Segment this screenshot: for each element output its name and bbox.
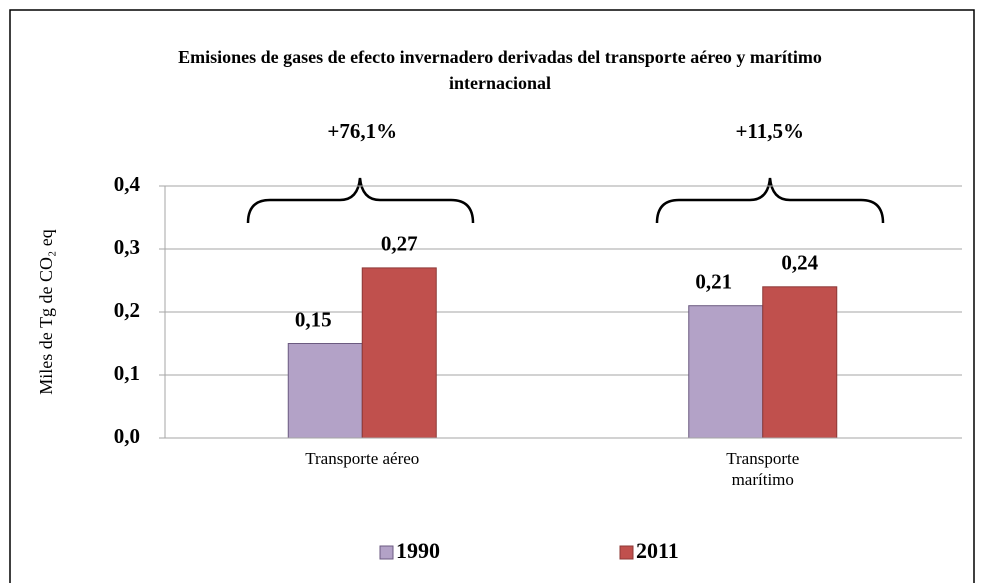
legend-label: 2011 [636, 538, 679, 563]
bracket [246, 177, 475, 224]
y-tick-label: 0,0 [114, 424, 140, 448]
x-tick-label: Transporte marítimo [726, 449, 800, 489]
value-label: 0,15 [295, 307, 332, 331]
value-label: 0,27 [381, 232, 418, 256]
annotation: +76,1% [327, 119, 397, 143]
legend-swatch [619, 545, 634, 560]
value-label: 0,24 [781, 251, 818, 275]
y-tick-label: 0,4 [114, 172, 141, 196]
bar [688, 305, 764, 439]
bar [762, 286, 838, 439]
annotation: +11,5% [735, 119, 804, 143]
legend-label: 1990 [396, 538, 440, 563]
y-tick-label: 0,3 [114, 235, 140, 259]
legend-swatch [379, 545, 394, 560]
bracket [655, 177, 885, 224]
y-tick-label: 0,1 [114, 361, 140, 385]
value-label: 0,21 [695, 270, 732, 294]
bar [287, 343, 363, 439]
y-tick-label: 0,2 [114, 298, 140, 322]
x-tick-label: Transporte aéreo [305, 449, 420, 468]
bar [361, 267, 437, 439]
y-axis-label: Miles de Tg de CO₂ eq [36, 229, 56, 394]
chart-title: Emisiones de gases de efecto invernadero… [178, 47, 822, 93]
